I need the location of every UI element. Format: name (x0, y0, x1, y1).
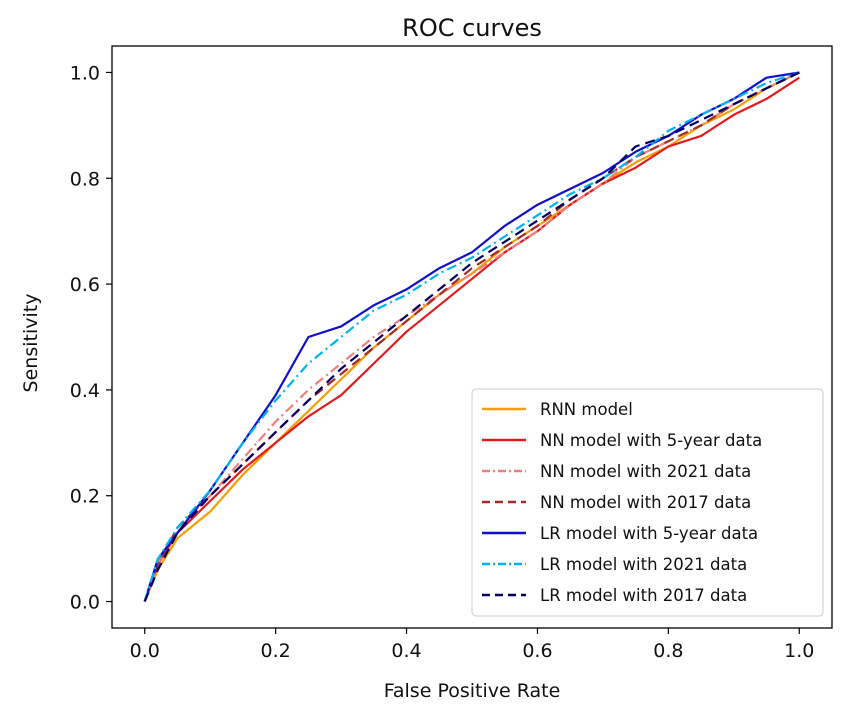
series-line-5 (143, 71, 800, 602)
y-tick-label: 1.0 (70, 62, 100, 84)
legend: RNN model NN model with 5-year data NN mod… (471, 388, 824, 617)
y-axis-label: Sensitivity (20, 294, 42, 393)
x-axis-label: False Positive Rate (384, 680, 561, 702)
x-tick-label: 0.2 (261, 640, 291, 662)
x-tick-label: 0.4 (391, 640, 421, 662)
series-line-7 (143, 71, 800, 602)
legend-entry: LR model with 2017 data (540, 586, 747, 605)
plot-frame (111, 45, 833, 629)
x-tick-label: 1.0 (784, 640, 814, 662)
legend-entry: NN model with 5-year data (540, 431, 762, 450)
legend-entry: NN model with 2017 data (540, 493, 751, 512)
x-tick-label: 0.8 (653, 640, 683, 662)
y-tick-label: 0.2 (70, 486, 100, 508)
legend-entry: LR model with 5-year data (540, 524, 758, 543)
x-tick-label: 0.0 (130, 640, 160, 662)
y-tick-label: 0.4 (70, 380, 100, 402)
series-lines (143, 71, 800, 602)
series-line-6 (143, 71, 800, 602)
series-line-2 (143, 76, 800, 602)
y-tick-label: 0.0 (70, 592, 100, 614)
legend-entry: LR model with 2021 data (540, 555, 747, 574)
chart-title: ROC curves (402, 14, 542, 42)
legend-entry: RNN model (540, 400, 633, 419)
series-line-1 (143, 71, 800, 602)
axis-ticks: 0.0 0.2 0.4 0.6 0.8 1.0 0.0 0.2 0.4 0.6 0.8 1.0 (70, 62, 815, 662)
y-tick-label: 0.8 (70, 168, 100, 190)
legend-entry: NN model with 2021 data (540, 462, 751, 481)
x-tick-label: 0.6 (522, 640, 552, 662)
y-tick-label: 0.6 (70, 274, 100, 296)
legend-box (471, 388, 824, 617)
